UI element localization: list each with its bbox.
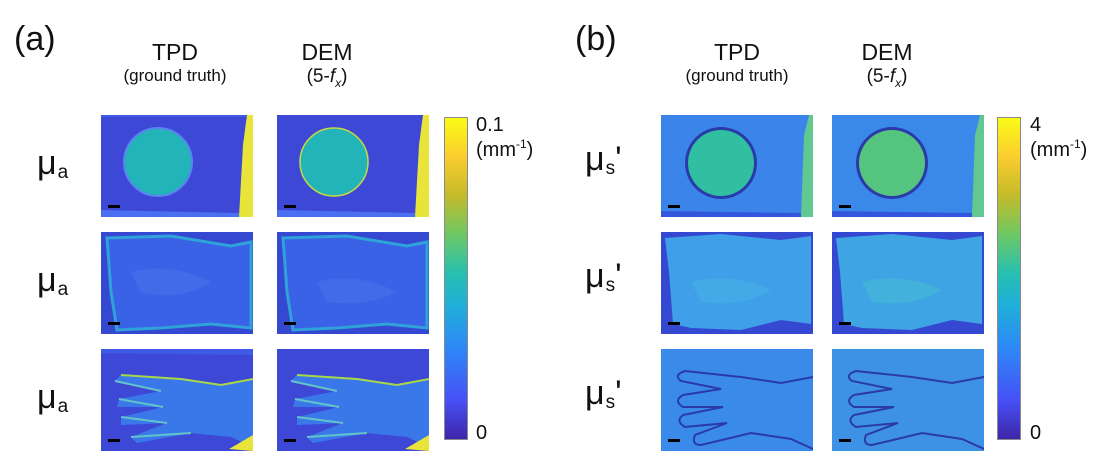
- panel-b-colorbar: [997, 117, 1021, 440]
- scale-bar: [108, 322, 120, 325]
- scale-bar: [284, 322, 296, 325]
- column-subtitle: (5-fx): [866, 65, 908, 90]
- panel-b-col-dem-title: DEM (5-fx): [812, 39, 962, 90]
- scale-bar: [839, 439, 851, 442]
- panel-b-row-1-label: μs': [585, 140, 622, 179]
- scale-bar: [668, 322, 680, 325]
- column-subtitle: (ground truth): [123, 65, 227, 85]
- column-title: TPD: [152, 39, 198, 65]
- panel-a-label: (a): [14, 20, 56, 58]
- scale-bar: [668, 205, 680, 208]
- panel-a-tpd-phantom-map: [101, 115, 253, 217]
- panel-a-colorbar: [444, 117, 468, 440]
- panel-a-tpd-hand-map: [101, 349, 253, 451]
- panel-a-dem-phantom-map: [277, 115, 429, 217]
- panel-b-label: (b): [575, 20, 617, 58]
- panel-a-row-3-label: μa: [37, 378, 69, 417]
- column-title: DEM: [301, 39, 353, 65]
- panel-a-row-1-label: μa: [37, 144, 69, 183]
- panel-a-col-tpd-title: TPD (ground truth): [100, 39, 250, 85]
- panel-b-row-3-label: μs': [585, 374, 622, 413]
- scale-bar: [108, 205, 120, 208]
- panel-b-colorbar-min-label: 0: [1030, 422, 1042, 444]
- scale-bar: [284, 205, 296, 208]
- panel-a-colorbar-unit: (mm-1): [476, 137, 534, 161]
- column-subtitle: (5-fx): [306, 65, 348, 90]
- panel-b-dem-phantom-map: [832, 115, 984, 217]
- column-title: TPD: [714, 39, 760, 65]
- panel-b-tpd-tissue-map: [661, 232, 813, 334]
- column-title: DEM: [861, 39, 913, 65]
- panel-b-dem-hand-map: [832, 349, 984, 451]
- panel-b-tpd-phantom-map: [661, 115, 813, 217]
- scale-bar: [668, 439, 680, 442]
- scale-bar: [108, 439, 120, 442]
- panel-b-colorbar-unit: (mm-1): [1030, 137, 1088, 161]
- panel-b-tpd-hand-map: [661, 349, 813, 451]
- panel-a-colorbar-max-label: 0.1: [476, 114, 504, 136]
- panel-a-colorbar-min-label: 0: [476, 422, 488, 444]
- scale-bar: [839, 322, 851, 325]
- panel-b-col-tpd-title: TPD (ground truth): [662, 39, 812, 85]
- panel-b-colorbar-max-label: 4: [1030, 114, 1042, 136]
- scale-bar: [839, 205, 851, 208]
- panel-b-dem-tissue-map: [832, 232, 984, 334]
- scale-bar: [284, 439, 296, 442]
- panel-a-dem-tissue-map: [277, 232, 429, 334]
- panel-a-col-dem-title: DEM (5-fx): [252, 39, 402, 90]
- panel-a-tpd-tissue-map: [101, 232, 253, 334]
- panel-a-row-2-label: μa: [37, 261, 69, 300]
- column-subtitle: (ground truth): [685, 65, 789, 85]
- panel-a-dem-hand-map: [277, 349, 429, 451]
- panel-b-row-2-label: μs': [585, 257, 622, 296]
